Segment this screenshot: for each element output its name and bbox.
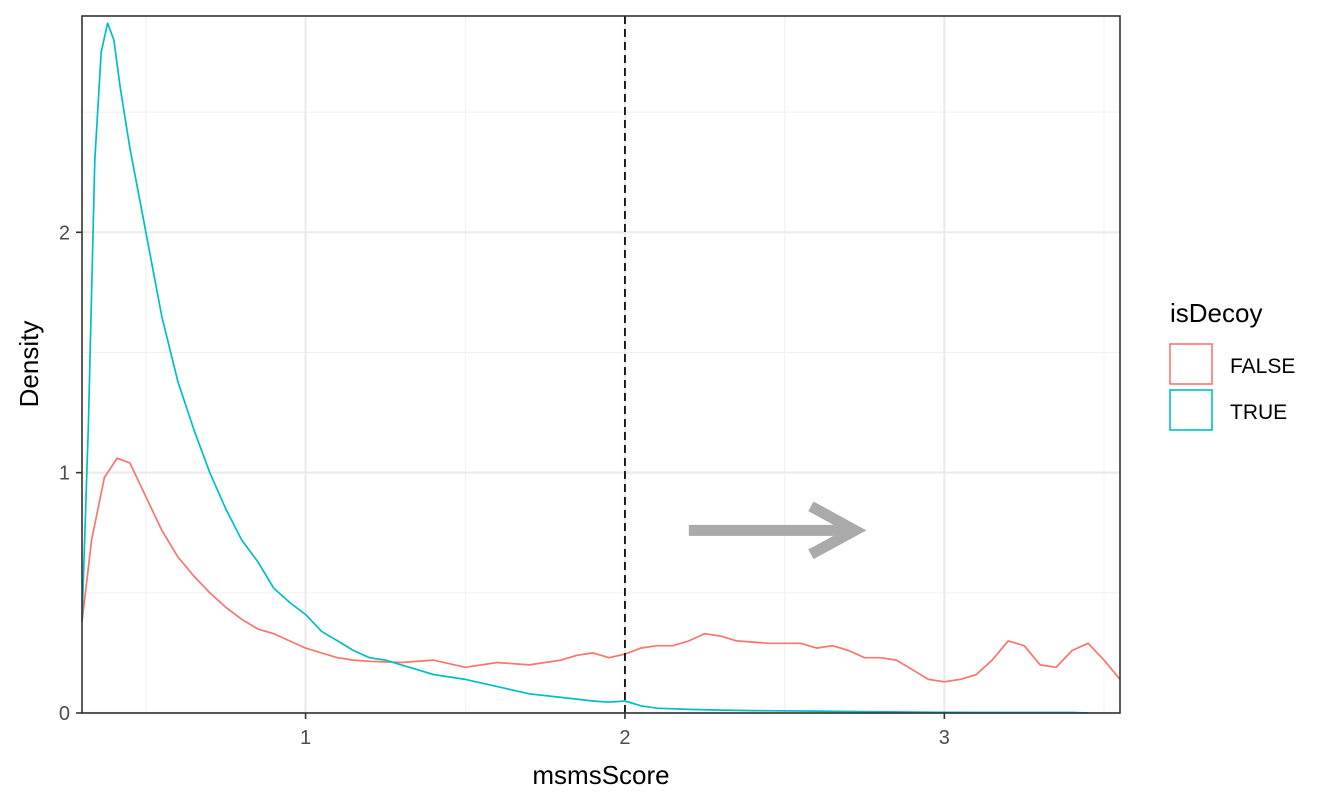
legend: isDecoy FALSE TRUE [1169, 298, 1295, 431]
plot-background [82, 16, 1120, 713]
grid-minor [82, 16, 1120, 713]
arrow-head [808, 501, 867, 560]
x-tick-label: 2 [619, 727, 630, 749]
legend-title: isDecoy [1170, 298, 1262, 328]
y-axis-title: Density [14, 321, 44, 408]
y-tick-label: 1 [59, 463, 70, 485]
y-tick-label: 2 [59, 222, 70, 244]
y-tick-label: 0 [59, 703, 70, 725]
x-axis-title: msmsScore [532, 760, 669, 790]
x-tick-label: 3 [939, 727, 950, 749]
x-axis-ticks: 1 2 3 [300, 713, 950, 749]
legend-key-false [1169, 343, 1213, 385]
series-line-true [81, 22, 1089, 714]
x-tick-label: 1 [300, 727, 311, 749]
y-axis-ticks: 0 1 2 [59, 222, 82, 725]
legend-label-false: FALSE [1230, 355, 1295, 378]
plot-panel-border [81, 15, 1121, 714]
annotation-layer [624, 16, 867, 713]
legend-key-true [1169, 389, 1213, 431]
legend-label-true: TRUE [1230, 401, 1287, 424]
